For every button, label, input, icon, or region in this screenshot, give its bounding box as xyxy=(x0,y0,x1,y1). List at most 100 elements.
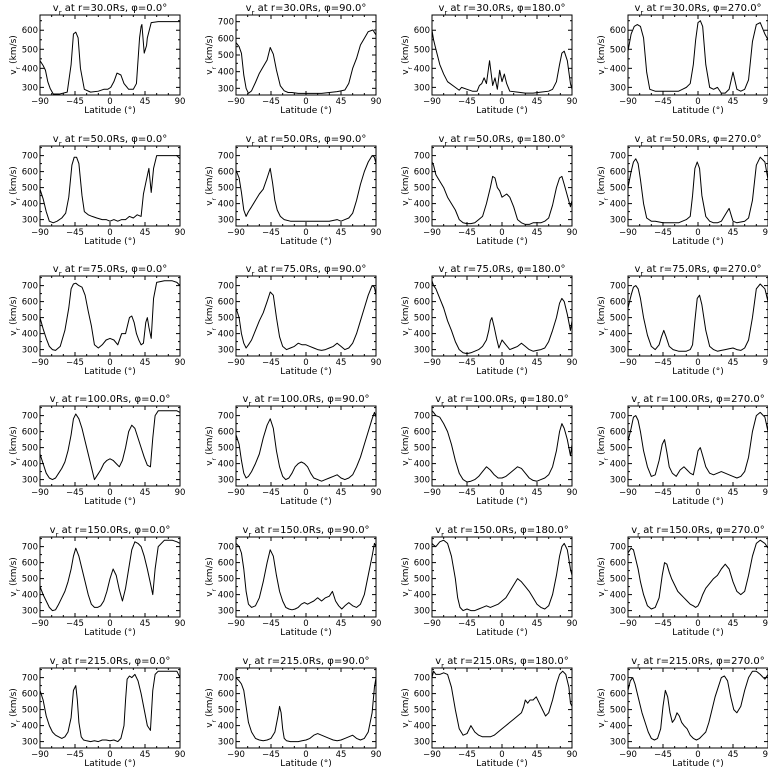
x-tick-label: 45 xyxy=(532,97,543,107)
series-line xyxy=(628,670,768,741)
x-tick-label: 45 xyxy=(532,619,543,629)
y-tick-label: 500 xyxy=(22,314,38,324)
y-tick-label: 400 xyxy=(22,330,38,340)
x-tick-label: 0 xyxy=(695,358,700,368)
panel-title: vr at r=50.0Rs, φ=180.0° xyxy=(438,134,565,148)
x-axis-label: Latitude (°) xyxy=(476,628,527,638)
x-tick-label: −90 xyxy=(31,358,49,368)
y-tick-label: 500 xyxy=(218,184,234,194)
x-axis-label: Latitude (°) xyxy=(280,759,331,768)
x-axis-label: Latitude (°) xyxy=(84,628,135,638)
x-tick-label: −45 xyxy=(654,750,672,760)
panel-10: vr at r=75.0Rs, φ=90.0° −90 −45 0 45 90 300 400… xyxy=(205,264,381,377)
y-axis-label: vr (km/s) xyxy=(9,166,22,206)
panel-6: vr at r=50.0Rs, φ=90.0° −90 −45 0 45 90 300 400… xyxy=(205,134,381,247)
series-line xyxy=(40,410,180,481)
plot-frame xyxy=(235,145,377,227)
x-tick-label: 45 xyxy=(336,619,347,629)
y-tick-label: 400 xyxy=(218,330,234,340)
x-tick-label: −45 xyxy=(262,750,280,760)
x-tick-label: 90 xyxy=(763,488,768,498)
panel-3: vr at r=30.0Rs, φ=180.0° −90 −45 0 45 90 300 40… xyxy=(401,3,577,116)
x-tick-label: 45 xyxy=(728,97,739,107)
plot-frame xyxy=(431,145,573,227)
y-tick-label: 400 xyxy=(218,591,234,601)
series-line xyxy=(40,280,180,351)
plot-frame xyxy=(39,667,181,749)
plot-frame xyxy=(235,405,377,487)
plot-frame xyxy=(627,667,768,749)
x-axis-label: Latitude (°) xyxy=(84,237,135,247)
x-tick-label: 0 xyxy=(499,358,504,368)
y-tick-label: 300 xyxy=(22,346,38,356)
x-tick-label: 0 xyxy=(107,750,112,760)
y-tick-label: 400 xyxy=(414,460,430,470)
plot-frame xyxy=(235,14,377,96)
x-tick-label: 0 xyxy=(303,358,308,368)
x-tick-label: 90 xyxy=(371,228,382,238)
y-axis-label: vr (km/s) xyxy=(9,688,22,728)
x-tick-label: −45 xyxy=(458,228,476,238)
x-axis-label: Latitude (°) xyxy=(672,497,723,507)
y-tick-label: 600 xyxy=(218,690,234,700)
panel-title: vr at r=150.0Rs, φ=0.0° xyxy=(50,525,171,539)
y-tick-label: 700 xyxy=(218,674,234,684)
x-tick-label: −90 xyxy=(227,750,245,760)
x-tick-label: −90 xyxy=(31,97,49,107)
x-axis-label: Latitude (°) xyxy=(672,759,723,768)
x-tick-label: 0 xyxy=(303,228,308,238)
x-axis-label: Latitude (°) xyxy=(476,237,527,247)
x-tick-label: 45 xyxy=(336,97,347,107)
y-tick-label: 400 xyxy=(218,200,234,210)
y-tick-label: 300 xyxy=(218,346,234,356)
x-axis-label: Latitude (°) xyxy=(280,237,331,247)
x-tick-label: −45 xyxy=(458,619,476,629)
panel-18: vr at r=150.0Rs, φ=90.0° −90 −45 0 45 90 300 40… xyxy=(205,525,381,638)
y-tick-label: 400 xyxy=(610,591,626,601)
y-tick-label: 500 xyxy=(218,51,234,61)
series-line xyxy=(236,155,376,222)
x-tick-label: −45 xyxy=(654,228,672,238)
panel-title: vr at r=150.0Rs, φ=270.0° xyxy=(631,525,764,539)
series-line xyxy=(236,411,376,482)
x-tick-label: 0 xyxy=(107,488,112,498)
x-tick-label: 90 xyxy=(175,97,186,107)
x-tick-label: 45 xyxy=(532,358,543,368)
x-tick-label: −45 xyxy=(66,488,84,498)
y-tick-label: 400 xyxy=(610,722,626,732)
y-tick-label: 500 xyxy=(414,314,430,324)
x-tick-label: 0 xyxy=(499,228,504,238)
y-tick-label: 600 xyxy=(610,559,626,569)
panel-title: vr at r=75.0Rs, φ=0.0° xyxy=(53,264,167,278)
x-tick-label: −90 xyxy=(227,358,245,368)
panel-title: vr at r=100.0Rs, φ=0.0° xyxy=(50,394,171,408)
x-tick-label: 90 xyxy=(371,97,382,107)
y-tick-label: 400 xyxy=(218,68,234,78)
y-tick-label: 600 xyxy=(22,168,38,178)
x-tick-label: −90 xyxy=(31,228,49,238)
y-tick-label: 600 xyxy=(610,26,626,36)
x-tick-label: 90 xyxy=(567,228,578,238)
y-tick-label: 700 xyxy=(22,543,38,553)
y-tick-label: 600 xyxy=(22,428,38,438)
plot-frame xyxy=(431,667,573,749)
x-tick-label: 90 xyxy=(175,358,186,368)
series-line xyxy=(432,410,572,483)
y-tick-label: 500 xyxy=(218,444,234,454)
y-tick-label: 300 xyxy=(414,83,430,93)
x-tick-label: −45 xyxy=(66,228,84,238)
y-tick-label: 500 xyxy=(414,45,430,55)
x-axis-label: Latitude (°) xyxy=(476,106,527,116)
y-tick-label: 400 xyxy=(610,460,626,470)
y-axis-label: vr (km/s) xyxy=(205,296,218,336)
panel-5: vr at r=50.0Rs, φ=0.0° −90 −45 0 45 90 300 400 5… xyxy=(9,134,185,247)
x-tick-label: 45 xyxy=(336,228,347,238)
x-tick-label: −90 xyxy=(619,358,637,368)
y-tick-label: 300 xyxy=(22,216,38,226)
y-tick-label: 700 xyxy=(218,18,234,28)
x-tick-label: −90 xyxy=(619,228,637,238)
x-tick-label: 45 xyxy=(532,750,543,760)
x-tick-label: 90 xyxy=(175,228,186,238)
y-tick-label: 700 xyxy=(22,674,38,684)
panel-23: vr at r=215.0Rs, φ=180.0° −90 −45 0 45 90 300 4… xyxy=(401,656,577,768)
